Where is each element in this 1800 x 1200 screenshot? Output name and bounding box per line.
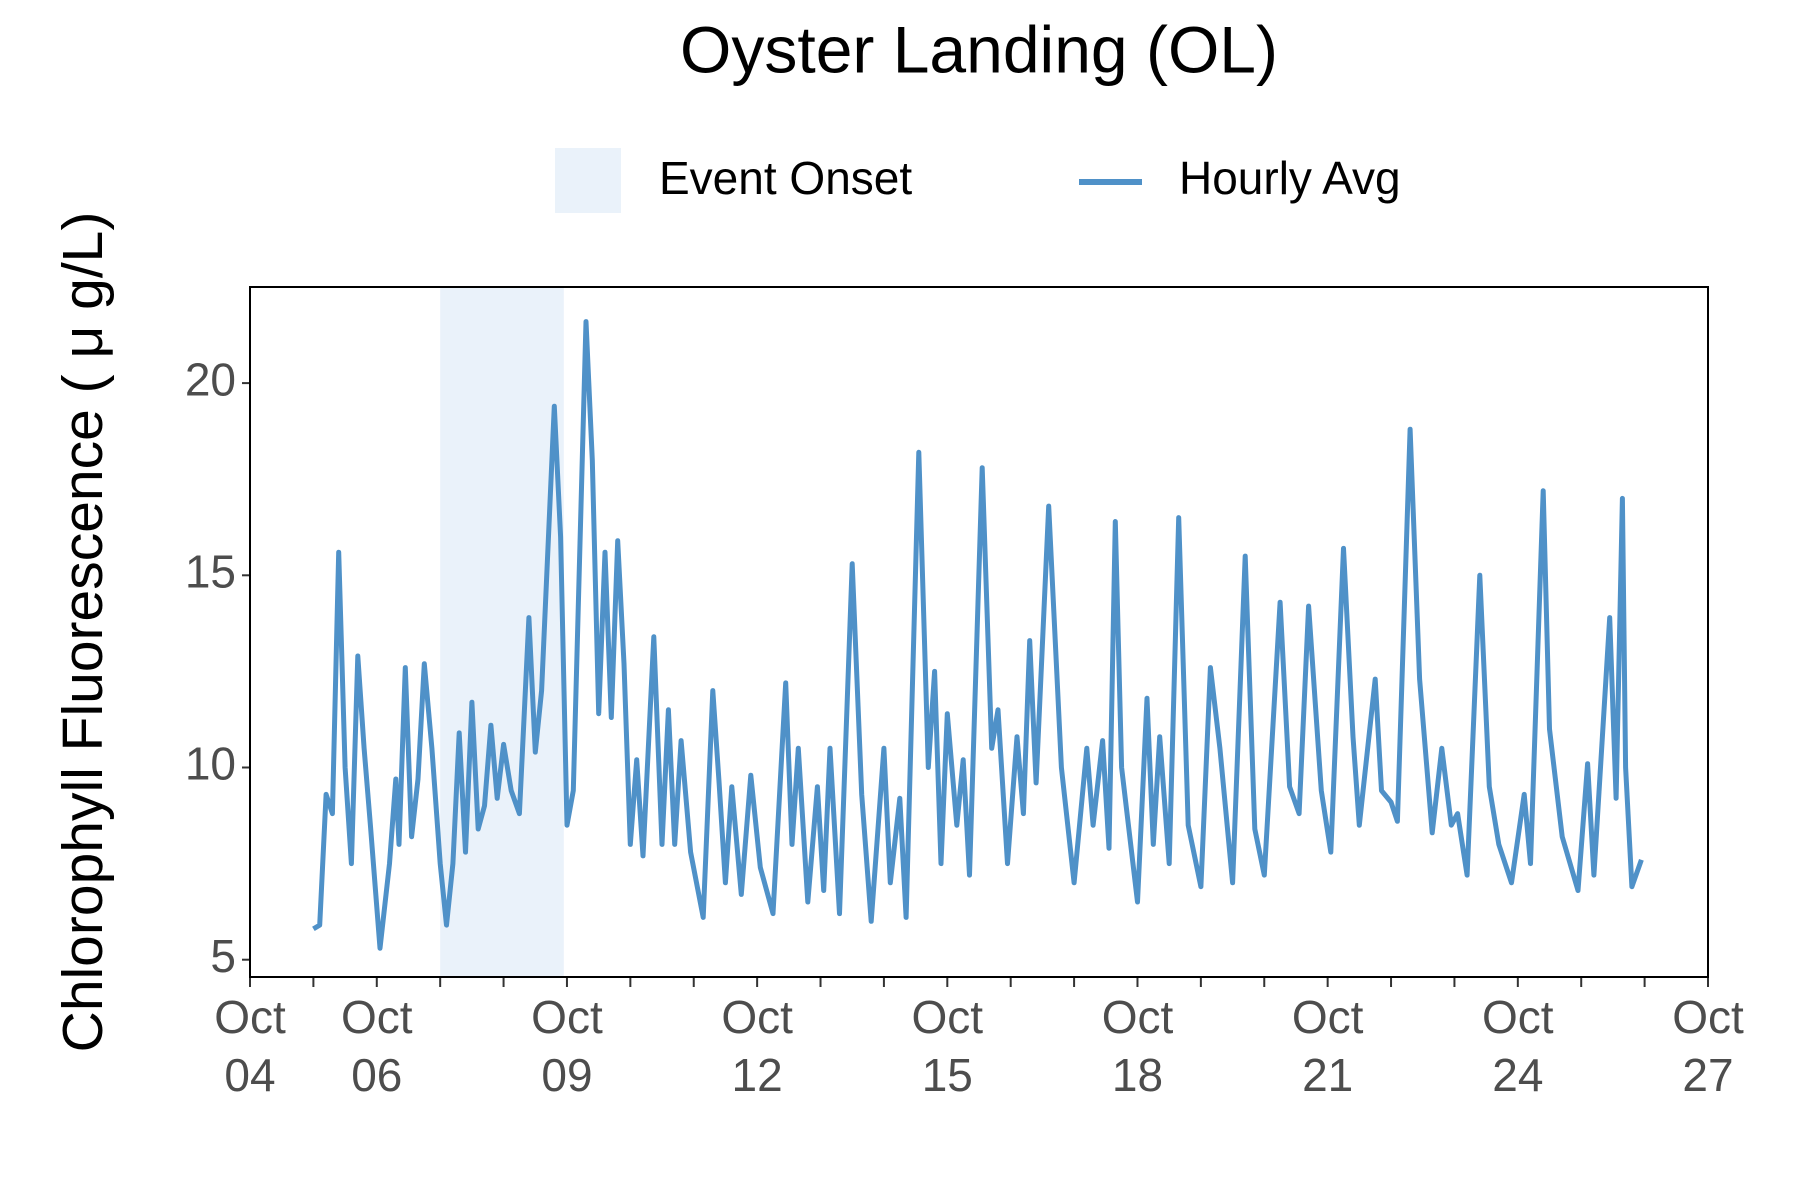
legend-label: Event Onset [659, 152, 912, 204]
y-tick-label: 20 [185, 353, 236, 405]
y-tick-label: 10 [185, 738, 236, 790]
x-tick-label: 21 [1302, 1049, 1353, 1101]
x-tick-label: Oct [721, 991, 793, 1043]
y-tick-label: 5 [210, 930, 236, 982]
x-tick-label: 15 [922, 1049, 973, 1101]
x-tick-label: 09 [541, 1049, 592, 1101]
legend-label: Hourly Avg [1179, 152, 1401, 204]
x-tick-label: Oct [341, 991, 413, 1043]
plot-border [249, 286, 1709, 978]
x-tick-label: 24 [1492, 1049, 1543, 1101]
x-tick-label: Oct [912, 991, 984, 1043]
x-tick-label: 04 [224, 1049, 275, 1101]
x-tick-label: Oct [531, 991, 603, 1043]
y-axis-title: Chlorophyll Fluorescence ( μ g/L) [51, 212, 115, 1053]
x-tick-label: 12 [732, 1049, 783, 1101]
legend-swatch [555, 148, 621, 213]
y-tick-label: 15 [185, 545, 236, 597]
x-tick-label: 18 [1112, 1049, 1163, 1101]
x-tick-label: Oct [1292, 991, 1364, 1043]
x-tick-label: 06 [351, 1049, 402, 1101]
chart-title: Oyster Landing (OL) [680, 12, 1278, 86]
x-tick-label: Oct [1672, 991, 1744, 1043]
x-tick-label: Oct [1102, 991, 1174, 1043]
x-tick-label: 27 [1682, 1049, 1733, 1101]
data-line [312, 319, 1644, 951]
x-tick-label: Oct [214, 991, 286, 1043]
x-tick-label: Oct [1482, 991, 1554, 1043]
